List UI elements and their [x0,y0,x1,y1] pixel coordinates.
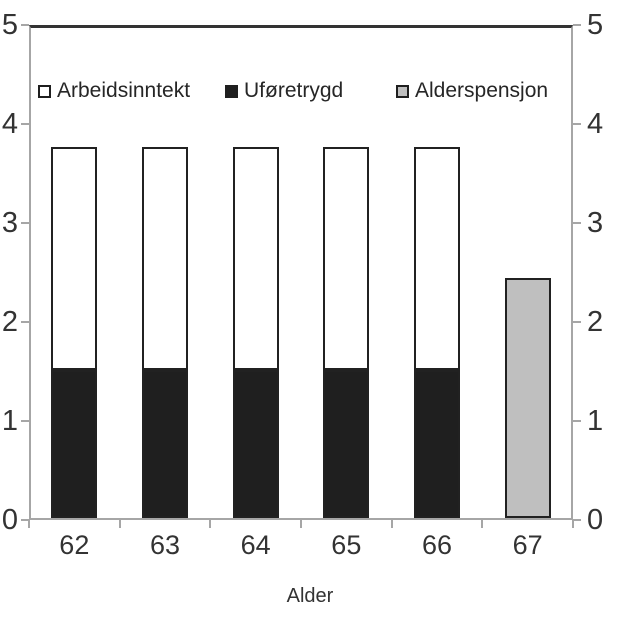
x-category-label: 63 [149,530,181,560]
y-axis-tick-right [573,24,581,26]
y-axis-tick-left [21,222,29,224]
x-axis-tick [300,520,302,528]
legend-label: Arbeidsinntekt [57,79,191,102]
y-axis-tick-right [573,222,581,224]
bar-segment [51,146,98,370]
legend-label: Uføretrygd [244,79,344,102]
y-axis-label-left: 5 [1,9,18,41]
x-axis-tick [28,520,30,528]
y-axis-label-right: 5 [587,9,604,41]
bar-segment [142,146,188,370]
y-axis-tick-left [21,420,29,422]
x-axis-title: Alder [286,585,334,607]
y-axis-tick-right [573,420,581,422]
y-axis-label-right: 2 [587,306,604,338]
x-axis-tick [481,520,484,528]
x-category-label: 66 [421,530,453,560]
legend-swatch-alderspensjon-icon [396,84,409,98]
y-axis-label-left: 4 [1,108,18,140]
legend-swatch-arbeidsinntekt-icon [38,84,51,98]
x-axis-tick [118,520,121,528]
y-axis-label-left: 0 [1,504,18,536]
bar-segment [232,146,279,370]
bar-segment [504,278,551,518]
x-category-label: 67 [512,530,543,560]
y-axis-tick-right [573,321,581,323]
legend-item-uforetrygd: Uføretrygd [225,79,343,103]
x-axis-tick [209,520,212,528]
y-axis-tick-left [21,321,29,323]
x-axis-tick [390,520,393,528]
y-axis-tick-right [573,123,581,125]
x-axis-tick [572,520,574,528]
bar-segment [232,369,279,518]
y-axis-tick-left [21,24,29,26]
x-category-label: 62 [59,530,90,560]
y-axis-label-left: 1 [1,405,18,437]
bar-segment [414,369,460,518]
bar-segment [414,146,460,370]
y-axis-label-right: 4 [587,108,604,140]
plot-area [29,25,573,520]
y-axis-label-left: 3 [1,207,18,239]
x-category-label: 64 [240,530,271,560]
y-axis-label-right: 3 [587,207,604,239]
y-axis-label-left: 2 [1,306,18,338]
legend: Arbeidsinntekt Uføretrygd Alderspensjon [0,79,620,103]
bar-segment [142,369,188,518]
legend-item-alderspensjon: Alderspensjon [396,79,548,103]
legend-label: Alderspensjon [415,79,549,102]
x-category-label: 65 [331,530,362,560]
legend-item-arbeidsinntekt: Arbeidsinntekt [38,79,190,103]
y-axis-label-right: 0 [587,504,604,536]
bar-segment [323,146,370,370]
y-axis-tick-left [21,123,29,125]
bar-segment [51,369,98,518]
y-axis-tick-right [573,519,581,521]
y-axis-label-right: 1 [587,405,604,437]
bar-segment [323,369,370,518]
y-axis-tick-left [21,519,29,521]
legend-swatch-uforetrygd-icon [225,84,238,98]
